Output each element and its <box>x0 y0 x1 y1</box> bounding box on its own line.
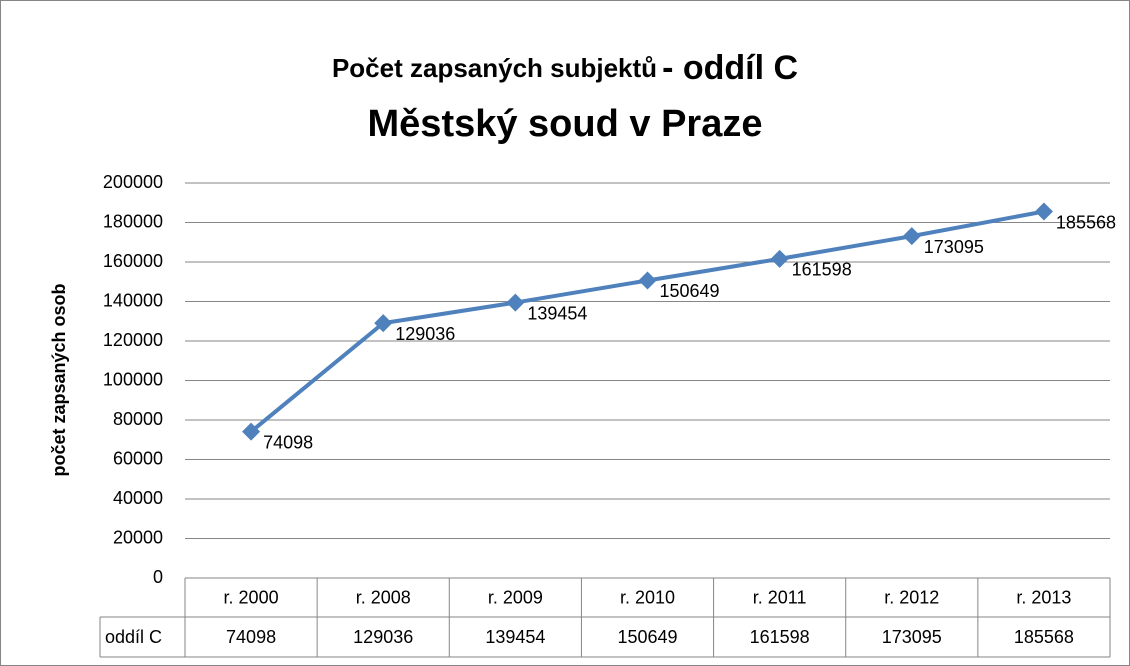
y-tick-label: 40000 <box>113 488 163 508</box>
title-part: - oddíl C <box>662 49 798 87</box>
y-tick-label: 100000 <box>103 369 163 389</box>
chart-subtitle: Městský soud v Praze <box>368 103 763 145</box>
data-label: 74098 <box>263 432 313 452</box>
y-tick-label: 80000 <box>113 409 163 429</box>
y-tick-label: 180000 <box>103 211 163 231</box>
y-axis-label: počet zapsaných osob <box>49 283 69 476</box>
data-marker <box>902 227 921 246</box>
table-value: 139454 <box>485 627 545 647</box>
data-label: 129036 <box>395 324 455 344</box>
y-tick-label: 200000 <box>103 172 163 192</box>
data-marker <box>638 271 657 290</box>
table-value: 161598 <box>750 627 810 647</box>
table-value: 129036 <box>353 627 413 647</box>
data-marker <box>506 293 525 312</box>
data-label: 139454 <box>527 303 587 323</box>
y-tick-label: 160000 <box>103 251 163 271</box>
data-label: 185568 <box>1056 212 1116 232</box>
data-label: 161598 <box>792 260 852 280</box>
y-tick-label: 120000 <box>103 330 163 350</box>
chart-title: Počet zapsaných subjektů - oddíl C <box>332 49 798 87</box>
data-marker <box>770 249 789 268</box>
x-tick-label: r. 2009 <box>488 587 543 607</box>
y-tick-label: 20000 <box>113 527 163 547</box>
x-tick-label: r. 2000 <box>224 587 279 607</box>
x-tick-label: r. 2012 <box>884 587 939 607</box>
table-value: 173095 <box>882 627 942 647</box>
x-tick-label: r. 2008 <box>356 587 411 607</box>
data-marker <box>1034 202 1053 221</box>
legend-label: oddíl C <box>105 627 162 647</box>
table-value: 185568 <box>1014 627 1074 647</box>
y-tick-label: 0 <box>153 567 163 587</box>
table-value: 74098 <box>226 627 276 647</box>
table-value: 150649 <box>617 627 677 647</box>
x-tick-label: r. 2010 <box>620 587 675 607</box>
data-marker <box>374 314 393 333</box>
x-tick-label: r. 2013 <box>1016 587 1071 607</box>
data-marker <box>242 422 261 441</box>
y-tick-label: 60000 <box>113 448 163 468</box>
x-tick-label: r. 2011 <box>753 587 807 607</box>
y-tick-label: 140000 <box>103 290 163 310</box>
data-label: 150649 <box>660 281 720 301</box>
data-label: 173095 <box>924 237 984 257</box>
title-part: Počet zapsaných subjektů <box>332 53 657 83</box>
